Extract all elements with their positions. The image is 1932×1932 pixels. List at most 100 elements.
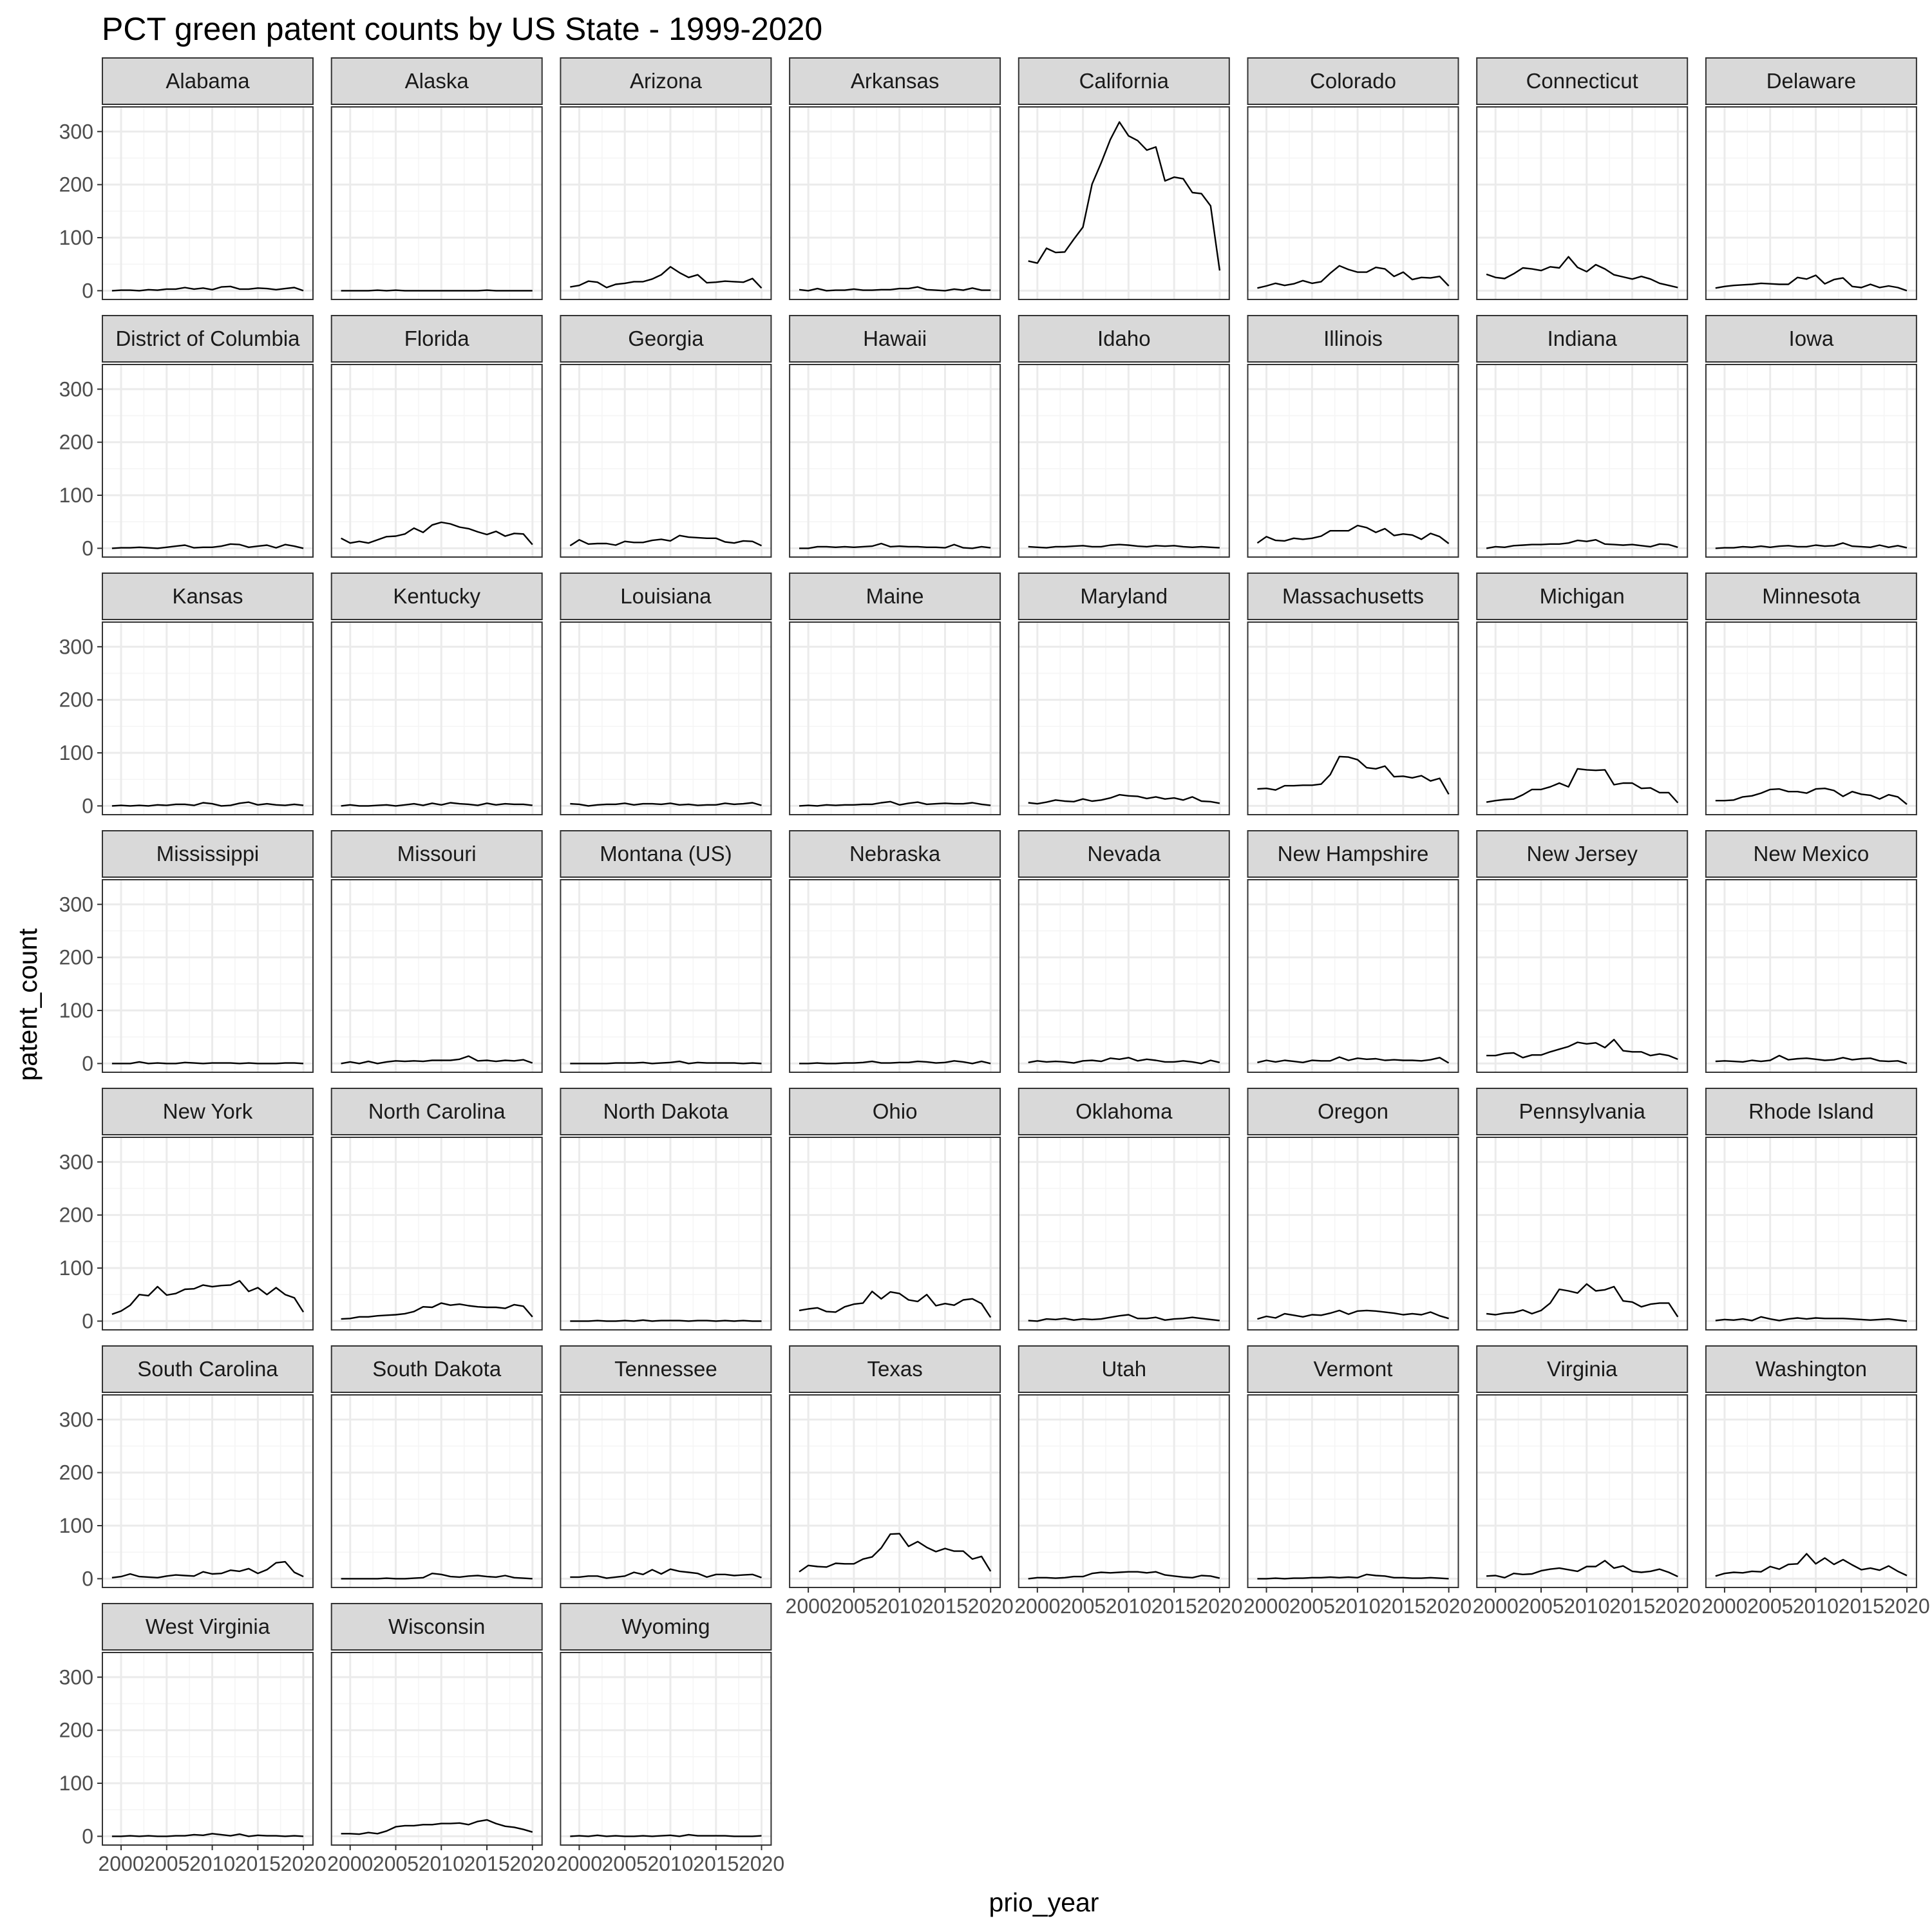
panel-montana-us: Montana (US): [560, 831, 771, 1072]
facet-strip-label: Colorado: [1310, 69, 1396, 93]
panel-background: [102, 107, 313, 299]
panel-georgia: Georgia: [560, 316, 771, 557]
x-tick-label: 2020: [509, 1852, 555, 1875]
panel-background: [1477, 1395, 1687, 1587]
panel-background: [1019, 107, 1229, 299]
panel-arkansas: Arkansas: [790, 58, 1000, 299]
panel-background: [332, 1395, 542, 1587]
y-tick-label: 300: [59, 635, 93, 658]
x-tick-label: 2020: [1655, 1595, 1701, 1618]
panel-background: [102, 1653, 313, 1845]
facet-strip-label: District of Columbia: [115, 327, 300, 350]
x-tick-label: 2020: [1197, 1595, 1242, 1618]
panel-background: [332, 1137, 542, 1330]
panel-background: [790, 880, 1000, 1072]
panel-washington: Washington20002005201020152020: [1701, 1346, 1929, 1618]
x-tick-label: 2015: [922, 1595, 968, 1618]
panel-south-dakota: South Dakota: [332, 1346, 542, 1587]
x-tick-label: 2005: [373, 1852, 419, 1875]
facet-strip-label: Tennessee: [614, 1357, 717, 1381]
facet-strip-label: Missouri: [397, 842, 477, 866]
y-tick-label: 300: [59, 1150, 93, 1173]
panel-background: [332, 880, 542, 1072]
panel-iowa: Iowa: [1706, 316, 1917, 557]
panel-background: [102, 622, 313, 815]
facet-strip-label: South Dakota: [372, 1357, 502, 1381]
y-tick-label: 200: [59, 431, 93, 454]
x-tick-label: 2005: [831, 1595, 876, 1618]
facet-strip-label: Mississippi: [156, 842, 260, 866]
panel-vermont: Vermont20002005201020152020: [1244, 1346, 1472, 1618]
x-tick-label: 2005: [1518, 1595, 1564, 1618]
x-tick-label: 2010: [419, 1852, 464, 1875]
y-tick-label: 0: [82, 1824, 93, 1848]
facet-strip-label: New Hampshire: [1278, 842, 1429, 866]
y-tick-label: 100: [59, 1772, 93, 1795]
panel-new-mexico: New Mexico: [1706, 831, 1917, 1072]
panel-idaho: Idaho: [1019, 316, 1229, 557]
panel-background: [790, 107, 1000, 299]
facet-strip-label: Indiana: [1548, 327, 1618, 350]
y-tick-label: 200: [59, 173, 93, 196]
panel-background: [1019, 880, 1229, 1072]
panel-maine: Maine: [790, 573, 1000, 815]
panel-background: [1477, 1137, 1687, 1330]
panel-new-jersey: New Jersey: [1477, 831, 1687, 1072]
panel-california: California: [1019, 58, 1229, 299]
x-tick-label: 2010: [1793, 1595, 1839, 1618]
x-tick-label: 2010: [1106, 1595, 1151, 1618]
facet-strip-label: North Dakota: [603, 1099, 729, 1123]
panel-louisiana: Louisiana: [560, 573, 771, 815]
panel-background: [790, 1395, 1000, 1587]
y-tick-label: 0: [82, 794, 93, 817]
y-tick-label: 0: [82, 536, 93, 560]
panel-background: [1477, 622, 1687, 815]
panel-delaware: Delaware: [1706, 58, 1917, 299]
facet-strip-label: California: [1079, 69, 1170, 93]
x-tick-label: 2005: [602, 1852, 648, 1875]
facet-strip-label: Connecticut: [1526, 69, 1638, 93]
panel-michigan: Michigan: [1477, 573, 1687, 815]
facet-strip-label: North Carolina: [368, 1099, 506, 1123]
facet-strip-label: Oklahoma: [1075, 1099, 1173, 1123]
facet-strip-label: Hawaii: [863, 327, 927, 350]
facet-strip-label: Florida: [404, 327, 470, 350]
x-tick-label: 2015: [1609, 1595, 1655, 1618]
facet-strip-label: Pennsylvania: [1519, 1099, 1646, 1123]
panel-background: [790, 365, 1000, 557]
panel-maryland: Maryland: [1019, 573, 1229, 815]
panel-rhode-island: Rhode Island: [1706, 1088, 1917, 1330]
x-tick-label: 2010: [1334, 1595, 1380, 1618]
panel-background: [1706, 880, 1917, 1072]
y-tick-label: 100: [59, 741, 93, 764]
y-axis-title: patent_count: [13, 928, 43, 1081]
facet-strip-label: Maryland: [1080, 584, 1168, 608]
facet-strip-label: Alabama: [166, 69, 250, 93]
x-tick-label: 2015: [1380, 1595, 1426, 1618]
x-tick-label: 2015: [464, 1852, 509, 1875]
panel-background: [1019, 1137, 1229, 1330]
y-tick-label: 0: [82, 279, 93, 302]
x-tick-label: 2010: [647, 1852, 693, 1875]
panel-north-carolina: North Carolina: [332, 1088, 542, 1330]
x-tick-label: 2000: [1014, 1595, 1060, 1618]
facet-strip-label: Virginia: [1547, 1357, 1618, 1381]
panel-background: [560, 1653, 771, 1845]
panel-colorado: Colorado: [1248, 58, 1459, 299]
panel-oregon: Oregon: [1248, 1088, 1459, 1330]
facet-strip-label: South Carolina: [137, 1357, 278, 1381]
y-tick-label: 200: [59, 1204, 93, 1227]
facet-strip-label: Wyoming: [621, 1615, 710, 1638]
facet-strip-label: West Virginia: [146, 1615, 270, 1638]
panel-background: [1248, 880, 1459, 1072]
facet-strip-label: Nebraska: [849, 842, 941, 866]
panel-hawaii: Hawaii: [790, 316, 1000, 557]
y-tick-label: 100: [59, 1514, 93, 1537]
facet-strip-label: Louisiana: [620, 584, 712, 608]
y-tick-label: 300: [59, 120, 93, 143]
facet-strip-label: New York: [163, 1099, 253, 1123]
panel-background: [1019, 365, 1229, 557]
panel-massachusetts: Massachusetts: [1248, 573, 1459, 815]
panel-wyoming: Wyoming20002005201020152020: [556, 1604, 784, 1875]
